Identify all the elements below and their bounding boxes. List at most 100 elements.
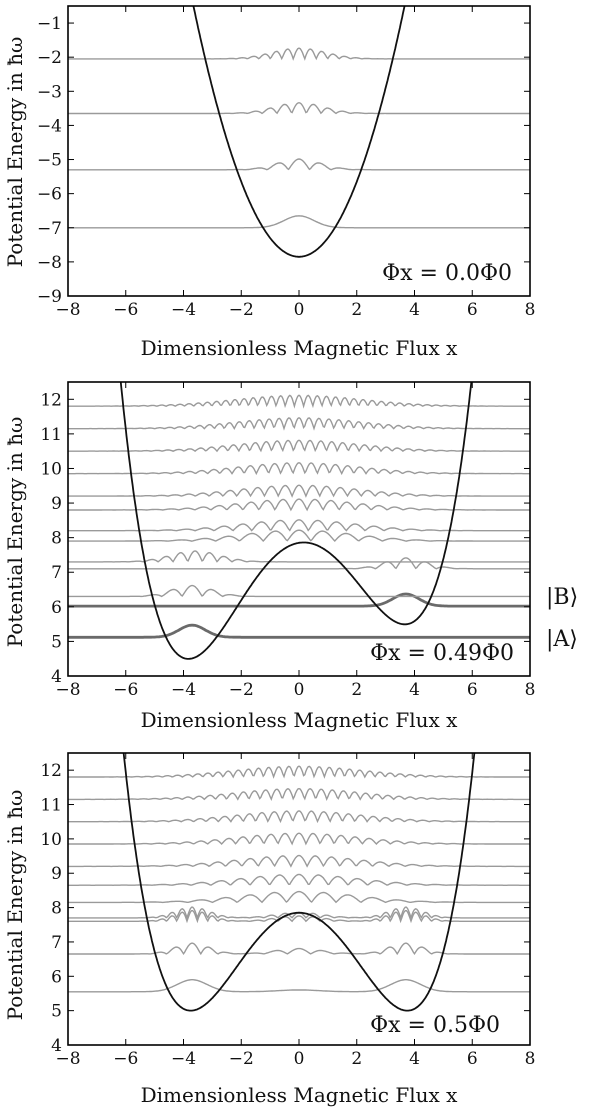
panel-2-frame — [67, 381, 531, 677]
x-tick-label: −4 — [171, 680, 196, 700]
x-tick-label: 6 — [467, 300, 478, 320]
y-tick-label: 4 — [51, 1036, 62, 1056]
y-tick-label: 7 — [51, 563, 62, 583]
y-tick-label: 8 — [51, 529, 62, 549]
y-tick-label: 6 — [51, 967, 62, 987]
y-tick-label: 11 — [40, 425, 62, 445]
energy-level-2 — [68, 592, 530, 608]
state-label-a: |A⟩ — [546, 627, 578, 652]
y-tick-label: 6 — [51, 598, 62, 618]
y-tick-label: 11 — [40, 796, 62, 816]
panel-3-xlabel: Dimensionless Magnetic Flux x — [141, 1083, 459, 1107]
energy-level-3 — [68, 910, 530, 924]
panel-1-plot-area — [68, 6, 530, 258]
x-tick-label: −2 — [229, 1049, 254, 1069]
x-tick-label: −6 — [113, 680, 138, 700]
panel-1-frame — [67, 5, 531, 297]
y-tick-label: −4 — [37, 116, 62, 136]
y-tick-label: −1 — [37, 14, 62, 34]
x-tick-label: 4 — [409, 1049, 420, 1069]
panel-3-ylabel: Potential Energy in ħω — [3, 790, 27, 1021]
x-tick-label: 6 — [467, 680, 478, 700]
y-tick-label: −3 — [37, 82, 62, 102]
energy-level-7 — [68, 854, 530, 868]
energy-level-4 — [68, 47, 530, 61]
energy-level-11 — [68, 765, 530, 779]
panel-1-xlabel: Dimensionless Magnetic Flux x — [141, 336, 459, 360]
energy-level-7 — [68, 519, 530, 532]
potential-curve — [192, 6, 406, 258]
y-tick-label: −2 — [37, 48, 62, 68]
y-tick-label: 9 — [51, 864, 62, 884]
energy-level-8 — [68, 498, 530, 512]
energy-level-2 — [68, 942, 530, 956]
energy-level-6 — [68, 873, 530, 887]
y-tick-label: 5 — [51, 632, 62, 652]
y-tick-label: 12 — [40, 390, 62, 410]
energy-level-13 — [68, 394, 530, 409]
y-tick-label: 5 — [51, 1002, 62, 1022]
panel-2-plot-area — [68, 382, 530, 660]
panel-2-annotation: Φx = 0.49Φ0 — [370, 641, 514, 666]
energy-level-4 — [68, 557, 530, 570]
y-tick-label: 7 — [51, 933, 62, 953]
panel-3-plot-area — [68, 753, 530, 1012]
panel-3: Potential Energy in ħω Dimensionless Mag… — [3, 752, 536, 1107]
x-tick-label: −8 — [55, 1049, 80, 1069]
energy-level-1 — [68, 623, 530, 639]
panel-1-ylabel: Potential Energy in ħω — [3, 37, 27, 268]
y-tick-label: −7 — [37, 219, 62, 239]
x-tick-label: 2 — [351, 300, 362, 320]
panel-2-ylabel: Potential Energy in ħω — [3, 417, 27, 648]
y-tick-label: −6 — [37, 185, 62, 205]
x-tick-label: 6 — [467, 1049, 478, 1069]
potential-curve — [119, 382, 473, 660]
energy-level-9 — [68, 484, 530, 498]
x-tick-label: 0 — [294, 680, 305, 700]
x-tick-label: −4 — [171, 300, 196, 320]
panel-1-annotation: Φx = 0.0Φ0 — [382, 261, 512, 286]
state-label-b: |B⟩ — [546, 585, 578, 610]
x-tick-label: 8 — [525, 1049, 536, 1069]
x-tick-label: 4 — [409, 300, 420, 320]
x-tick-label: −8 — [55, 680, 80, 700]
x-tick-label: 4 — [409, 680, 420, 700]
energy-level-10 — [68, 462, 530, 476]
energy-level-5 — [68, 890, 530, 904]
energy-level-3 — [68, 101, 530, 115]
y-tick-label: 10 — [40, 459, 62, 479]
x-tick-label: 2 — [351, 1049, 362, 1069]
x-tick-label: −8 — [55, 300, 80, 320]
y-tick-label: −9 — [37, 287, 62, 307]
y-tick-label: 10 — [40, 830, 62, 850]
x-tick-label: 2 — [351, 680, 362, 700]
x-tick-label: −6 — [113, 300, 138, 320]
potential-curve — [122, 753, 476, 1012]
energy-level-9 — [68, 810, 530, 824]
energy-level-1 — [68, 979, 530, 993]
x-tick-label: 0 — [294, 1049, 305, 1069]
y-tick-label: −8 — [37, 253, 62, 273]
energy-level-6 — [68, 529, 530, 543]
energy-level-8 — [68, 832, 530, 846]
panel-1: Potential Energy in ħω Dimensionless Mag… — [3, 5, 536, 360]
x-tick-label: −6 — [113, 1049, 138, 1069]
y-tick-label: −5 — [37, 151, 62, 171]
y-tick-label: 12 — [40, 761, 62, 781]
panel-2-xlabel: Dimensionless Magnetic Flux x — [141, 708, 459, 732]
panel-2: Potential Energy in ħω Dimensionless Mag… — [3, 381, 578, 732]
panel-3-frame — [67, 752, 531, 1046]
y-tick-label: 9 — [51, 494, 62, 514]
x-tick-label: −4 — [171, 1049, 196, 1069]
panel-3-annotation: Φx = 0.5Φ0 — [370, 1013, 500, 1038]
y-tick-label: 4 — [51, 667, 62, 687]
energy-level-10 — [68, 787, 530, 801]
energy-level-5 — [68, 550, 530, 563]
energy-level-2 — [68, 158, 530, 171]
energy-level-11 — [68, 439, 530, 453]
x-tick-label: 0 — [294, 300, 305, 320]
x-tick-label: −2 — [229, 680, 254, 700]
energy-level-3 — [68, 584, 530, 598]
x-tick-label: 8 — [525, 300, 536, 320]
